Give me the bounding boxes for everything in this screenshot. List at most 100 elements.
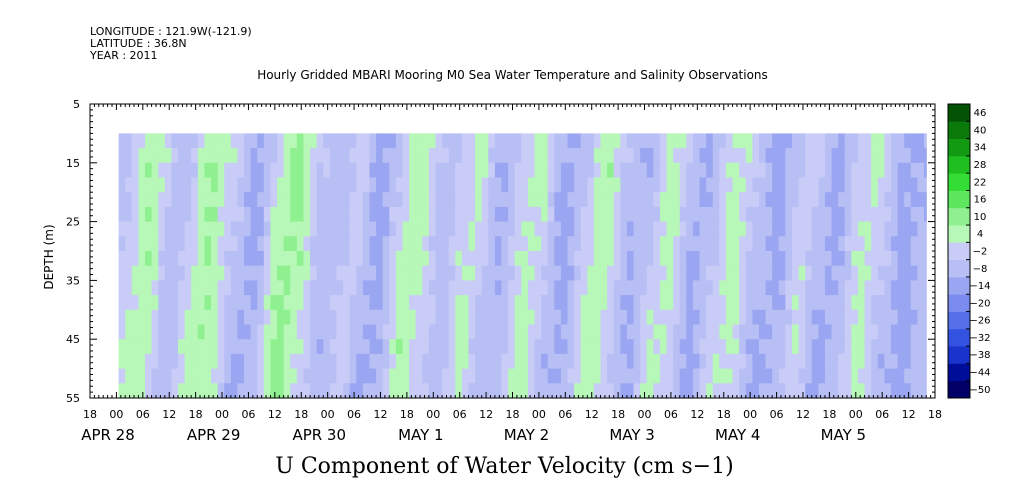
heatmap-cell (211, 162, 219, 179)
heatmap-cell (164, 295, 173, 311)
heatmap-cell (277, 221, 285, 237)
heatmap-cell (917, 324, 925, 340)
heatmap-cell (633, 383, 641, 399)
heatmap-cell (244, 206, 252, 223)
heatmap-cell (646, 221, 654, 237)
heatmap-cell (395, 221, 404, 237)
heatmap-cell (217, 295, 225, 311)
heatmap-cell (818, 221, 826, 237)
x-hour-label: 00 (426, 408, 440, 421)
heatmap-cell (666, 236, 674, 252)
heatmap-cell (303, 251, 311, 267)
heatmap-cell (679, 133, 687, 149)
heatmap-cell (541, 309, 549, 326)
heatmap-cell (877, 383, 885, 399)
heatmap-cell (389, 206, 397, 223)
x-date-label: APR 30 (292, 426, 346, 444)
heatmap-cell (389, 192, 397, 208)
heatmap-cell (356, 192, 364, 208)
heatmap-cell (851, 280, 859, 296)
heatmap-cell (455, 133, 463, 149)
heatmap-cell (316, 368, 324, 384)
heatmap-cell (382, 280, 390, 296)
heatmap-cell (587, 221, 595, 237)
heatmap-cell (263, 251, 272, 267)
heatmap-cell (230, 162, 239, 179)
heatmap-cell (316, 148, 324, 164)
heatmap-cell (890, 192, 899, 208)
heatmap-cell (574, 251, 582, 267)
heatmap-cell (739, 339, 747, 355)
heatmap-cell (527, 339, 536, 355)
heatmap-cell (138, 251, 146, 267)
heatmap-cell (197, 368, 206, 384)
heatmap-cell (316, 162, 324, 179)
heatmap-cell (818, 192, 826, 208)
heatmap-cell (745, 148, 753, 164)
heatmap-cell (831, 177, 839, 193)
heatmap-cell (138, 295, 146, 311)
heatmap-cell (270, 324, 278, 340)
heatmap-cell (692, 162, 701, 179)
heatmap-cell (910, 339, 918, 355)
heatmap-cell (349, 383, 357, 399)
heatmap-cell (514, 265, 522, 281)
heatmap-cell (171, 133, 179, 149)
heatmap-cell (336, 368, 344, 384)
heatmap-cell (851, 309, 859, 326)
heatmap-cell (831, 295, 839, 311)
heatmap-cell (158, 309, 166, 326)
heatmap-cell (626, 383, 635, 399)
heatmap-cell (679, 353, 687, 370)
heatmap-cell (600, 280, 608, 296)
heatmap-cell (131, 353, 140, 370)
heatmap-cell (857, 148, 866, 164)
heatmap-cell (356, 339, 364, 355)
heatmap-cell (831, 206, 839, 223)
heatmap-cell (204, 324, 212, 340)
heatmap-cell (593, 368, 602, 384)
heatmap-cell (818, 383, 826, 399)
heatmap-cell (277, 133, 285, 149)
heatmap-cell (719, 383, 727, 399)
heatmap-cell (805, 162, 813, 179)
heatmap-cell (244, 324, 252, 340)
heatmap-cell (580, 295, 588, 311)
heatmap-cell (633, 206, 641, 223)
colorbar-label: −50 (969, 385, 990, 396)
heatmap-cell (283, 368, 291, 384)
heatmap-cell (237, 280, 245, 296)
heatmap-cell (224, 309, 232, 326)
heatmap-cell (798, 162, 806, 179)
heatmap-cell (758, 206, 767, 223)
heatmap-cell (560, 162, 569, 179)
heatmap-cell (653, 148, 661, 164)
heatmap-cell (838, 177, 846, 193)
colorbar-swatch (948, 259, 970, 278)
heatmap-cell (125, 295, 133, 311)
heatmap-cell (402, 251, 410, 267)
heatmap-cell (303, 383, 311, 399)
heatmap-cell (296, 280, 305, 296)
heatmap-cell (138, 309, 146, 326)
heatmap-cell (778, 177, 786, 193)
heatmap-cell (343, 177, 351, 193)
heatmap-cell (376, 236, 384, 252)
heatmap-cell (554, 192, 562, 208)
x-hour-label: 06 (347, 408, 361, 421)
heatmap-cell (857, 265, 866, 281)
heatmap-cell (290, 295, 298, 311)
heatmap-cell (884, 265, 892, 281)
heatmap-cell (640, 133, 648, 149)
heatmap-cell (448, 280, 456, 296)
heatmap-cell (362, 339, 371, 355)
heatmap-cell (250, 206, 258, 223)
heatmap-cell (686, 339, 694, 355)
heatmap-cell (580, 280, 588, 296)
heatmap-cell (257, 280, 265, 296)
heatmap-cell (640, 192, 648, 208)
heatmap-cell (666, 177, 674, 193)
heatmap-cell (356, 162, 364, 179)
heatmap-cell (725, 251, 734, 267)
heatmap-cell (395, 133, 404, 149)
